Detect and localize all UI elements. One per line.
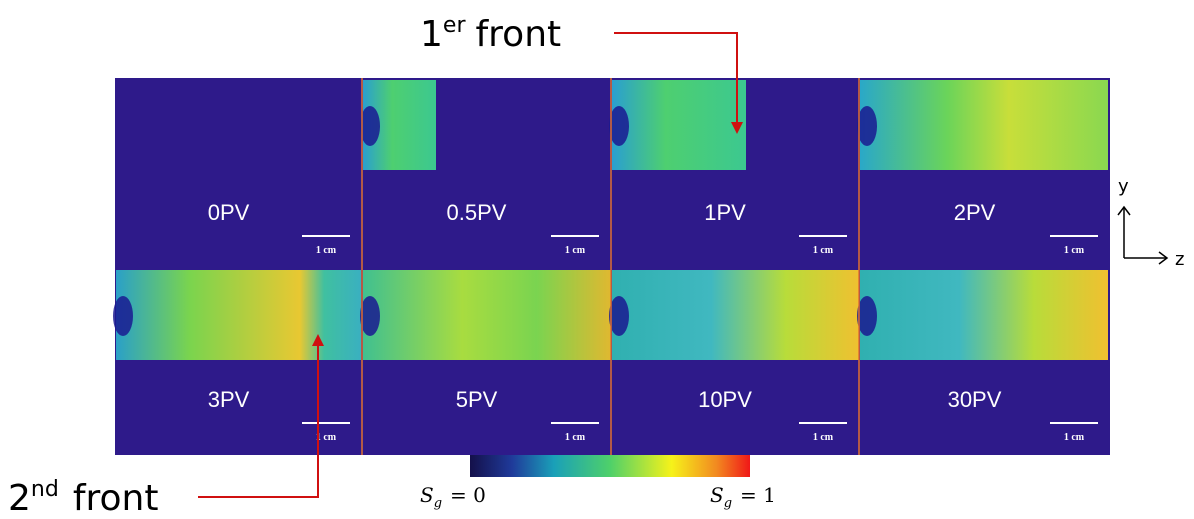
saturation-low (857, 106, 877, 146)
number: 1 (420, 14, 443, 55)
text: = 0 (450, 483, 486, 507)
panel-label: 3PV (208, 387, 250, 412)
saturation-map (860, 270, 1108, 360)
scale-bar-label: 1 cm (813, 245, 834, 256)
panel-label: 30PV (948, 387, 1002, 412)
panel-label: 5PV (456, 387, 498, 412)
z-arrow-head (1158, 251, 1169, 265)
z-label: z (1175, 249, 1184, 270)
saturation-low (113, 296, 133, 336)
arrow-head (312, 334, 324, 346)
y-arrow-head (1117, 205, 1131, 216)
panel-label: 2PV (954, 200, 996, 225)
scale-bar-label: 1 cm (565, 432, 586, 443)
panels: 0PV 1 cm 0.5PV 1 cm 1PV 1 cm 2PV 1 cm 3PV 1 cm 5PV… (113, 78, 1110, 455)
scale-bar-label: 1 cm (813, 432, 834, 443)
second-front-label: 2nd front (8, 477, 158, 519)
first-front-label: 1er front (420, 13, 561, 55)
panel-label: 10PV (698, 387, 752, 412)
arrow (614, 32, 738, 128)
panel (115, 78, 362, 268)
sub: g (434, 496, 442, 511)
symbol: S (420, 483, 434, 507)
scale-bar-label: 1 cm (1064, 245, 1085, 256)
saturation-map (363, 270, 611, 360)
scale-bar-label: 1 cm (1064, 432, 1085, 443)
saturation-map (116, 270, 361, 360)
saturation-map (612, 80, 746, 170)
first-front: 1er front (420, 13, 743, 134)
panel-label: 1PV (704, 200, 746, 225)
panel-label: 0.5PV (447, 200, 507, 225)
sup: er (443, 13, 467, 38)
saturation-map (860, 80, 1108, 170)
symbol: S (710, 483, 724, 507)
sub: g (724, 496, 732, 511)
second-front: 2nd front (8, 334, 324, 519)
scale-bar-label: 1 cm (565, 245, 586, 256)
arrow-head (731, 122, 743, 134)
scale-bar-label: 1 cm (316, 245, 337, 256)
text: front (476, 14, 562, 55)
scale-bar-label: 1 cm (316, 432, 337, 443)
colorbar-high: Sg = 1 (710, 483, 776, 511)
saturation-low (360, 106, 380, 146)
colorbar-low: Sg = 0 (420, 483, 486, 511)
saturation-low (609, 106, 629, 146)
saturation-low (857, 296, 877, 336)
axes-indicator (1117, 205, 1169, 265)
saturation-map (612, 270, 860, 360)
panel-label: 0PV (208, 200, 250, 225)
y-label: y (1118, 176, 1129, 197)
text: = 1 (740, 483, 776, 507)
saturation-low (609, 296, 629, 336)
saturation-low (360, 296, 380, 336)
colorbar (470, 455, 750, 477)
sup: nd (31, 477, 59, 502)
text: front (73, 478, 159, 519)
arrow (198, 340, 319, 498)
number: 2 (8, 478, 31, 519)
